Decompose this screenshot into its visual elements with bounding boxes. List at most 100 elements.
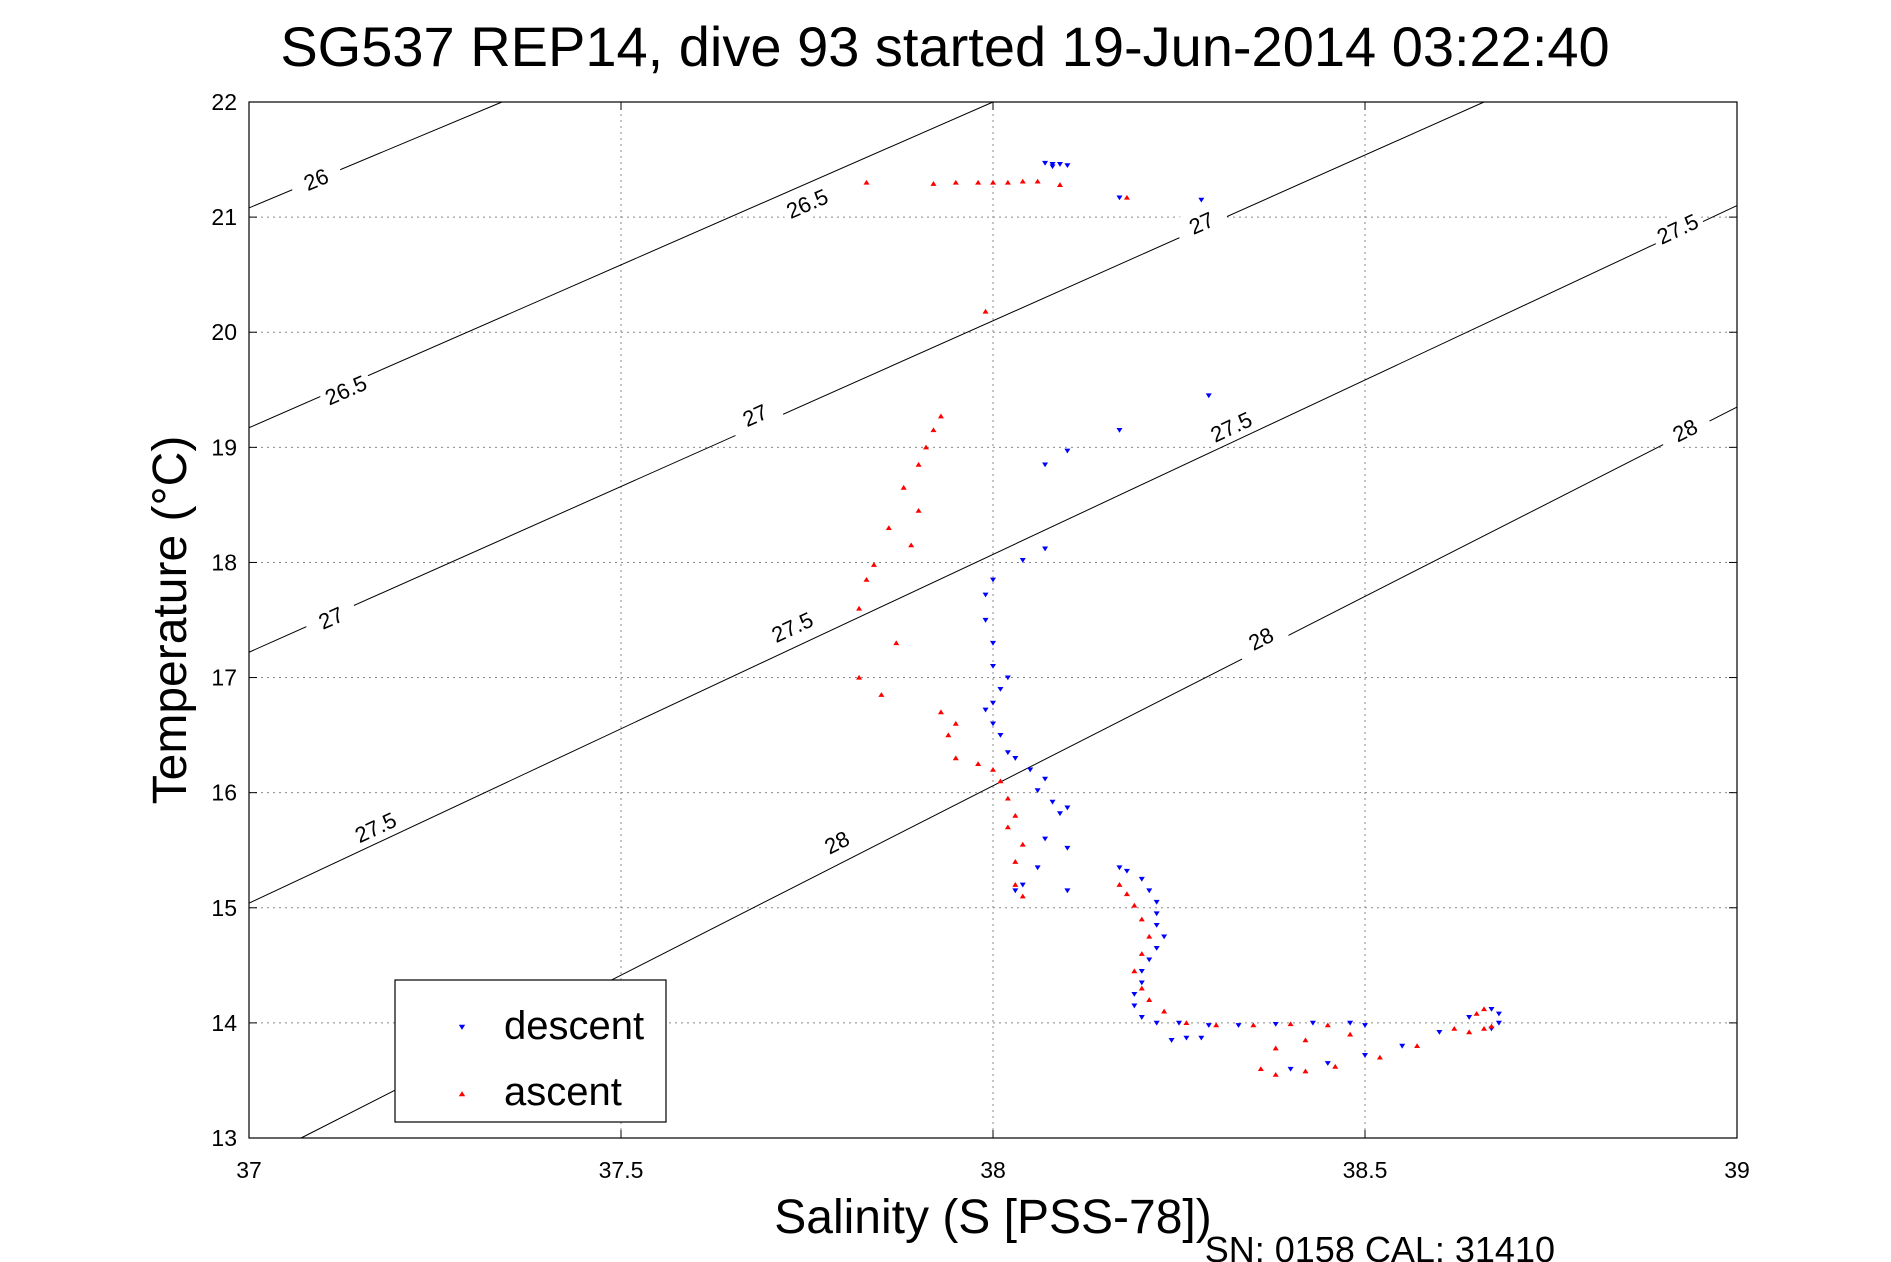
- y-tick-label: 20: [211, 319, 237, 345]
- descent-point: [1064, 163, 1071, 169]
- y-tick-label: 13: [211, 1125, 237, 1151]
- descent-point: [1034, 788, 1041, 794]
- descent-point: [1153, 945, 1160, 951]
- y-axis-label: Temperature (°C): [144, 436, 197, 805]
- ascent-point: [1451, 1025, 1458, 1031]
- x-tick-label: 39: [1724, 1157, 1750, 1183]
- ascent-point: [975, 179, 982, 185]
- ascent-point: [1414, 1043, 1421, 1049]
- descent-point: [1049, 164, 1056, 170]
- descent-point: [1183, 1035, 1190, 1041]
- ascent-point: [990, 179, 996, 185]
- descent-point: [1161, 934, 1168, 940]
- ascent-point: [1146, 997, 1153, 1002]
- ascent-point: [1287, 1021, 1294, 1027]
- ascent-point: [915, 461, 922, 467]
- ascent-point: [1034, 178, 1041, 184]
- descent-point: [1146, 888, 1153, 894]
- descent-point: [1138, 876, 1145, 882]
- descent-point: [1205, 393, 1212, 399]
- ascent-point: [856, 674, 863, 680]
- contour-label-bg: [1201, 402, 1261, 451]
- ascent-point: [945, 732, 952, 738]
- descent-point: [1056, 811, 1063, 817]
- ascent-point: [997, 778, 1004, 784]
- descent-point: [1153, 911, 1160, 917]
- y-tick-label: 18: [211, 549, 237, 575]
- ascent-point: [1056, 182, 1063, 187]
- legend-box: [394, 979, 667, 1123]
- descent-point: [1153, 899, 1160, 905]
- descent-point: [1495, 1020, 1502, 1026]
- ascent-point: [900, 484, 907, 490]
- descent-point: [990, 721, 996, 727]
- y-tick-label: 19: [211, 434, 237, 460]
- descent-point: [1138, 980, 1145, 986]
- contour-label-bg: [1171, 199, 1231, 247]
- ascent-point: [1466, 1029, 1473, 1035]
- contour-label-bg: [1655, 405, 1715, 455]
- descent-point: [1205, 1023, 1212, 1028]
- x-tick-label: 37: [236, 1157, 262, 1183]
- descent-point: [1012, 756, 1019, 761]
- x-axis-label: Salinity (S [PSS-78]): [774, 1191, 1211, 1244]
- contour-label-bg: [725, 391, 785, 439]
- y-tick-label: 16: [211, 780, 237, 806]
- descent-point: [990, 700, 996, 706]
- ascent-point: [1146, 933, 1153, 939]
- descent-point: [1347, 1020, 1354, 1026]
- descent-point: [1004, 675, 1011, 681]
- ascent-point: [1183, 1020, 1190, 1025]
- descent-point: [1362, 1053, 1368, 1058]
- legend-label-ascent: ascent: [504, 1070, 622, 1114]
- descent-point: [1235, 1023, 1242, 1028]
- descent-point: [990, 577, 996, 583]
- descent-point: [1495, 1011, 1502, 1017]
- ascent-point: [863, 179, 870, 185]
- ascent-point: [1138, 951, 1145, 956]
- ascent-point: [990, 766, 996, 772]
- descent-point: [1131, 1003, 1138, 1009]
- ascent-point: [1019, 893, 1026, 899]
- density-contour-line: [248, 101, 503, 209]
- ascent-point: [1116, 882, 1123, 887]
- descent-point: [1042, 836, 1049, 842]
- ascent-point: [1004, 179, 1011, 185]
- ascent-point: [1138, 985, 1145, 991]
- ascent-point: [952, 179, 959, 185]
- descent-point: [1324, 1061, 1331, 1066]
- density-contour-line: [248, 101, 1485, 653]
- ascent-point: [1138, 916, 1145, 922]
- ascent-point: [1481, 1006, 1488, 1012]
- descent-point: [1064, 888, 1071, 894]
- descent-point: [1019, 558, 1026, 563]
- ascent-point: [1473, 1010, 1480, 1016]
- y-tick-label: 21: [211, 204, 237, 230]
- ascent-point: [1272, 1045, 1279, 1051]
- ascent-point: [930, 181, 937, 186]
- legend-marker-ascent: [458, 1091, 466, 1097]
- contour-label-bg: [316, 366, 376, 414]
- descent-point: [1399, 1043, 1406, 1049]
- descent-point: [1012, 888, 1019, 894]
- density-contour-line: [248, 205, 1738, 904]
- descent-point: [990, 663, 996, 669]
- ascent-point: [863, 577, 870, 582]
- descent-point: [1198, 197, 1205, 203]
- ascent-point: [1324, 1022, 1331, 1028]
- descent-point: [982, 592, 989, 598]
- x-tick-labels: 37 37.5 38 38.5 39: [236, 1157, 1750, 1183]
- ascent-point: [930, 427, 937, 433]
- ascent-point: [1123, 891, 1130, 897]
- ascent-point: [937, 709, 944, 715]
- descent-point: [1042, 462, 1049, 468]
- ascent-point: [1012, 882, 1019, 887]
- contour-label-bg: [1231, 614, 1291, 663]
- descent-point: [1034, 865, 1041, 871]
- ascent-point: [923, 444, 930, 450]
- descent-point: [1064, 448, 1071, 454]
- x-tick-label: 37.5: [599, 1157, 644, 1183]
- ascent-point: [1302, 1037, 1309, 1043]
